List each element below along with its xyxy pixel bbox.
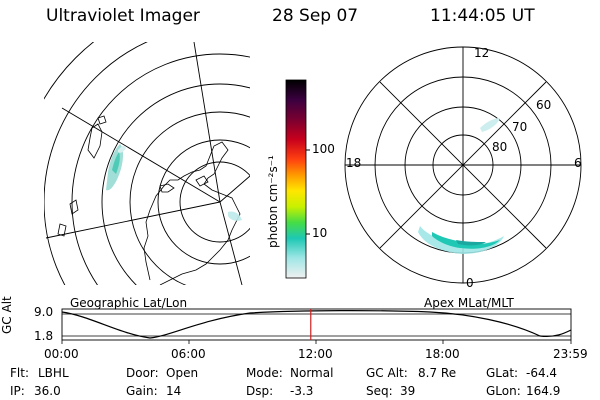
alt-tick-high: 9.0 [34, 305, 54, 319]
mode-label: Mode: [246, 366, 283, 380]
mlat-label-60: 60 [536, 98, 552, 112]
altitude-axis-label: GC Alt [0, 296, 14, 334]
time-tick-2: 12:00 [298, 347, 333, 361]
seq-value: 39 [400, 384, 416, 398]
seq-label: Seq: [366, 384, 393, 398]
gain-value: 14 [166, 384, 182, 398]
time-label: 11:44:05 UT [430, 6, 535, 26]
mlat-label-70: 70 [512, 120, 528, 134]
mlat-label-80: 80 [492, 140, 508, 154]
mlt-label-18: 18 [346, 156, 362, 170]
glon-label: GLon: [486, 384, 521, 398]
instrument-title: Ultraviolet Imager [46, 6, 200, 26]
mlt-label-12: 12 [474, 46, 490, 60]
glat-label: GLat: [486, 366, 519, 380]
gc-alt-label: GC Alt: [366, 366, 408, 380]
gc-alt-value: 8.7 Re [418, 366, 457, 380]
colorbar-tick-100: 100 [312, 142, 335, 156]
glat-value: -64.4 [526, 366, 558, 380]
apex-caption: Apex MLat/MLT [424, 296, 514, 310]
mlt-label-0: 0 [466, 276, 474, 290]
dsp-label: Dsp: [246, 384, 274, 398]
glon-value: 164.9 [526, 384, 561, 398]
filter-value: LBHL [38, 366, 69, 380]
time-tick-4: 23:59 [553, 347, 588, 361]
door-label: Door: [126, 366, 159, 380]
door-value: Open [166, 366, 199, 380]
time-tick-0: 00:00 [44, 347, 79, 361]
ip-value: 36.0 [34, 384, 61, 398]
date-label: 28 Sep 07 [272, 6, 359, 26]
alt-tick-low: 1.8 [34, 329, 54, 343]
gain-label: Gain: [126, 384, 158, 398]
time-tick-1: 06:00 [171, 347, 206, 361]
ip-label: IP: [10, 384, 25, 398]
time-tick-3: 18:00 [425, 347, 460, 361]
mlt-label-6: 6 [574, 156, 582, 170]
mode-value: Normal [290, 366, 334, 380]
colorbar-tick-10: 10 [312, 226, 328, 240]
geographic-caption: Geographic Lat/Lon [70, 296, 188, 310]
dsp-value: -3.3 [290, 384, 314, 398]
filter-label: Flt: [10, 366, 29, 380]
